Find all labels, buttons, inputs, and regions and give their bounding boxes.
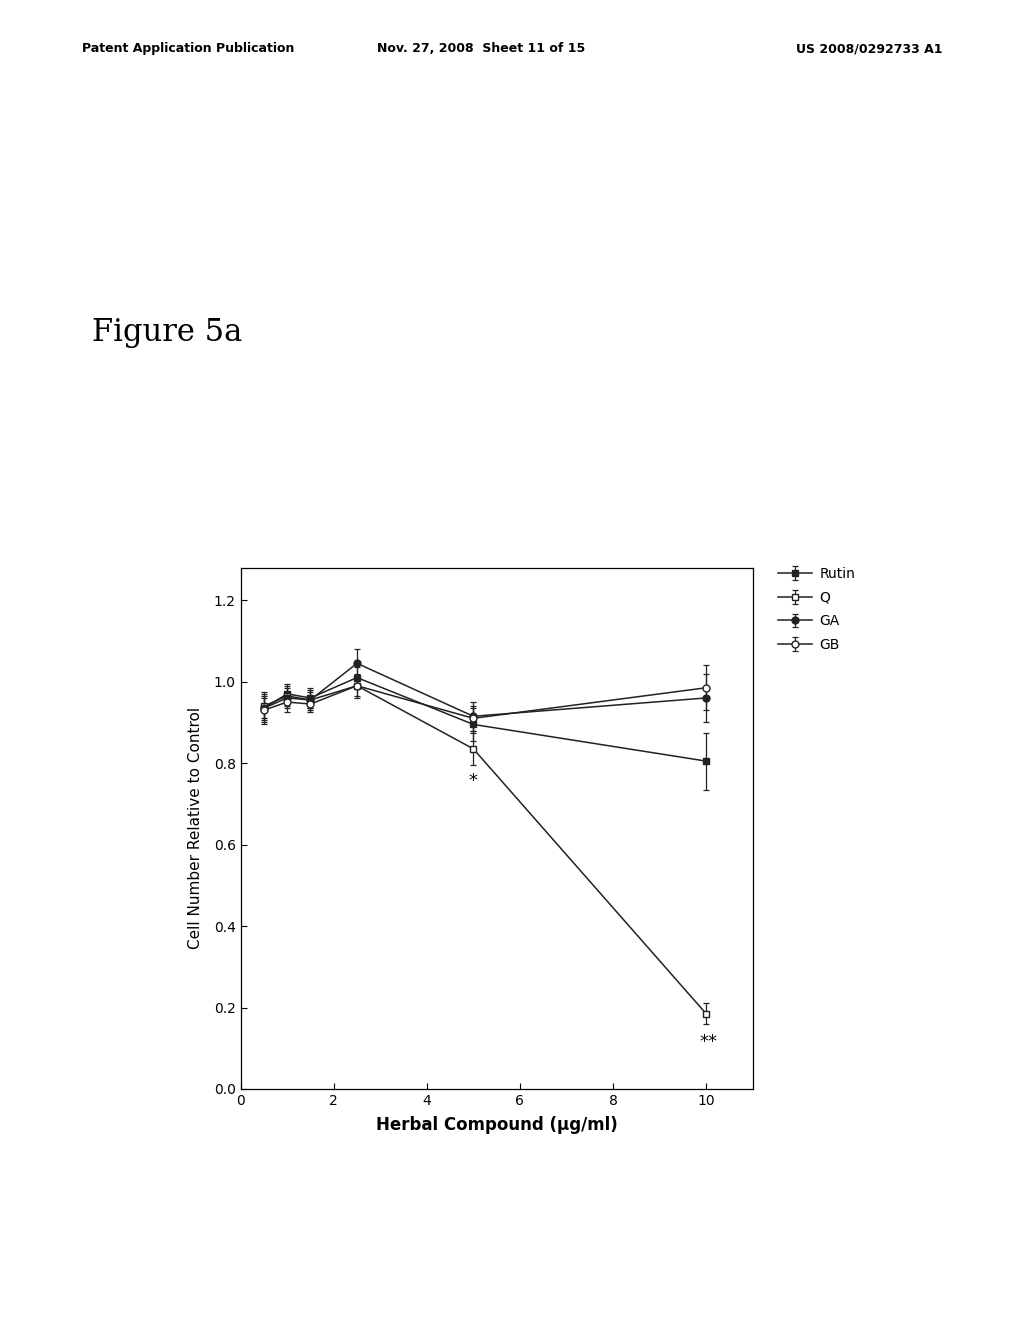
Text: US 2008/0292733 A1: US 2008/0292733 A1 [796, 42, 942, 55]
Y-axis label: Cell Number Relative to Control: Cell Number Relative to Control [187, 708, 203, 949]
Text: *: * [469, 772, 478, 791]
Text: Nov. 27, 2008  Sheet 11 of 15: Nov. 27, 2008 Sheet 11 of 15 [377, 42, 586, 55]
Legend: Rutin, Q, GA, GB: Rutin, Q, GA, GB [775, 564, 858, 655]
X-axis label: Herbal Compound (μg/ml): Herbal Compound (μg/ml) [376, 1117, 617, 1134]
Text: Patent Application Publication: Patent Application Publication [82, 42, 294, 55]
Text: Figure 5a: Figure 5a [92, 317, 243, 347]
Text: **: ** [699, 1034, 718, 1051]
